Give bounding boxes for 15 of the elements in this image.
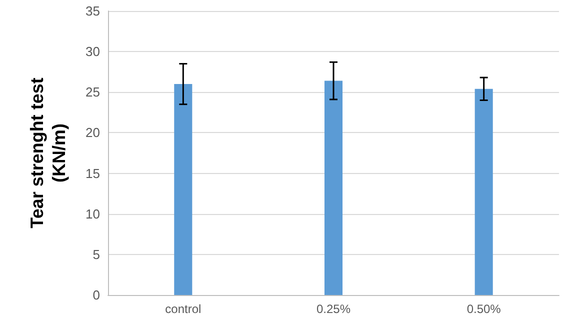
y-tick-label: 20 [86, 125, 100, 140]
x-tick-label: control [165, 302, 202, 316]
x-tick-label: 0.25% [316, 302, 351, 316]
x-tick-label: 0.50% [466, 302, 502, 316]
bar [324, 80, 343, 295]
y-tick-label: 5 [92, 246, 100, 262]
y-tick-label: 35 [86, 4, 100, 18]
bar [174, 84, 192, 295]
y-tick-label: 0 [92, 288, 100, 302]
y-tick-label: 30 [86, 44, 100, 60]
y-tick-label: 10 [86, 206, 100, 222]
y-axis-title: Tear strenght test (KN/m) [27, 78, 69, 228]
bar [474, 88, 493, 295]
y-tick-label: 15 [86, 166, 100, 181]
y-tick-label: 25 [86, 84, 100, 100]
